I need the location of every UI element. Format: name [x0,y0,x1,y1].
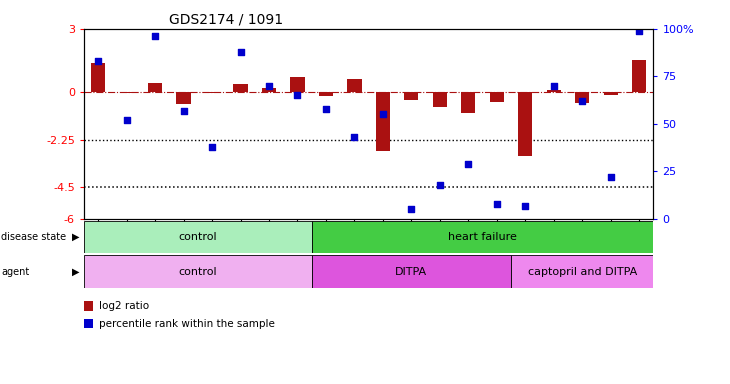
Point [634,28,645,34]
Point [577,98,588,104]
Point [206,144,218,150]
Bar [148,83,162,92]
Text: control: control [179,232,217,242]
Point [491,200,502,207]
Text: heart failure: heart failure [448,232,517,242]
Text: DITPA: DITPA [395,266,428,277]
Text: disease state: disease state [1,232,66,242]
Point [349,134,361,140]
Bar [319,92,333,96]
Bar [490,92,504,102]
Bar [518,92,532,156]
Point [121,117,133,123]
Text: percentile rank within the sample: percentile rank within the sample [99,318,274,329]
Text: agent: agent [1,266,30,277]
Point [92,58,104,64]
Point [406,206,418,212]
Bar [604,92,618,95]
Bar [511,255,653,288]
Point [377,111,388,118]
Text: control: control [179,266,217,277]
Point [178,108,190,114]
Bar [347,79,361,92]
Point [235,48,247,55]
Point [263,83,274,89]
Bar [291,78,304,92]
Bar [177,92,191,104]
Bar [632,60,646,92]
Bar [120,92,134,93]
Text: ▶: ▶ [72,232,79,242]
Point [604,174,616,180]
Text: GDS2174 / 1091: GDS2174 / 1091 [169,12,283,26]
Bar [84,255,312,288]
Bar [461,92,475,113]
Bar [376,92,390,151]
Point [463,161,474,167]
Bar [84,221,312,253]
Text: ▶: ▶ [72,266,79,277]
Bar [433,92,447,107]
Bar [205,92,219,93]
Text: captopril and DITPA: captopril and DITPA [528,266,637,277]
Point [149,33,161,40]
Text: log2 ratio: log2 ratio [99,301,149,311]
Point [548,83,559,89]
Bar [234,84,247,92]
Bar [312,221,653,253]
Bar [91,63,105,92]
Point [292,92,304,98]
Bar [262,88,276,92]
Bar [547,90,561,92]
Bar [575,92,589,103]
Bar [404,92,418,99]
Point [320,106,331,112]
Point [519,202,531,209]
Bar [312,255,511,288]
Point [434,182,445,188]
